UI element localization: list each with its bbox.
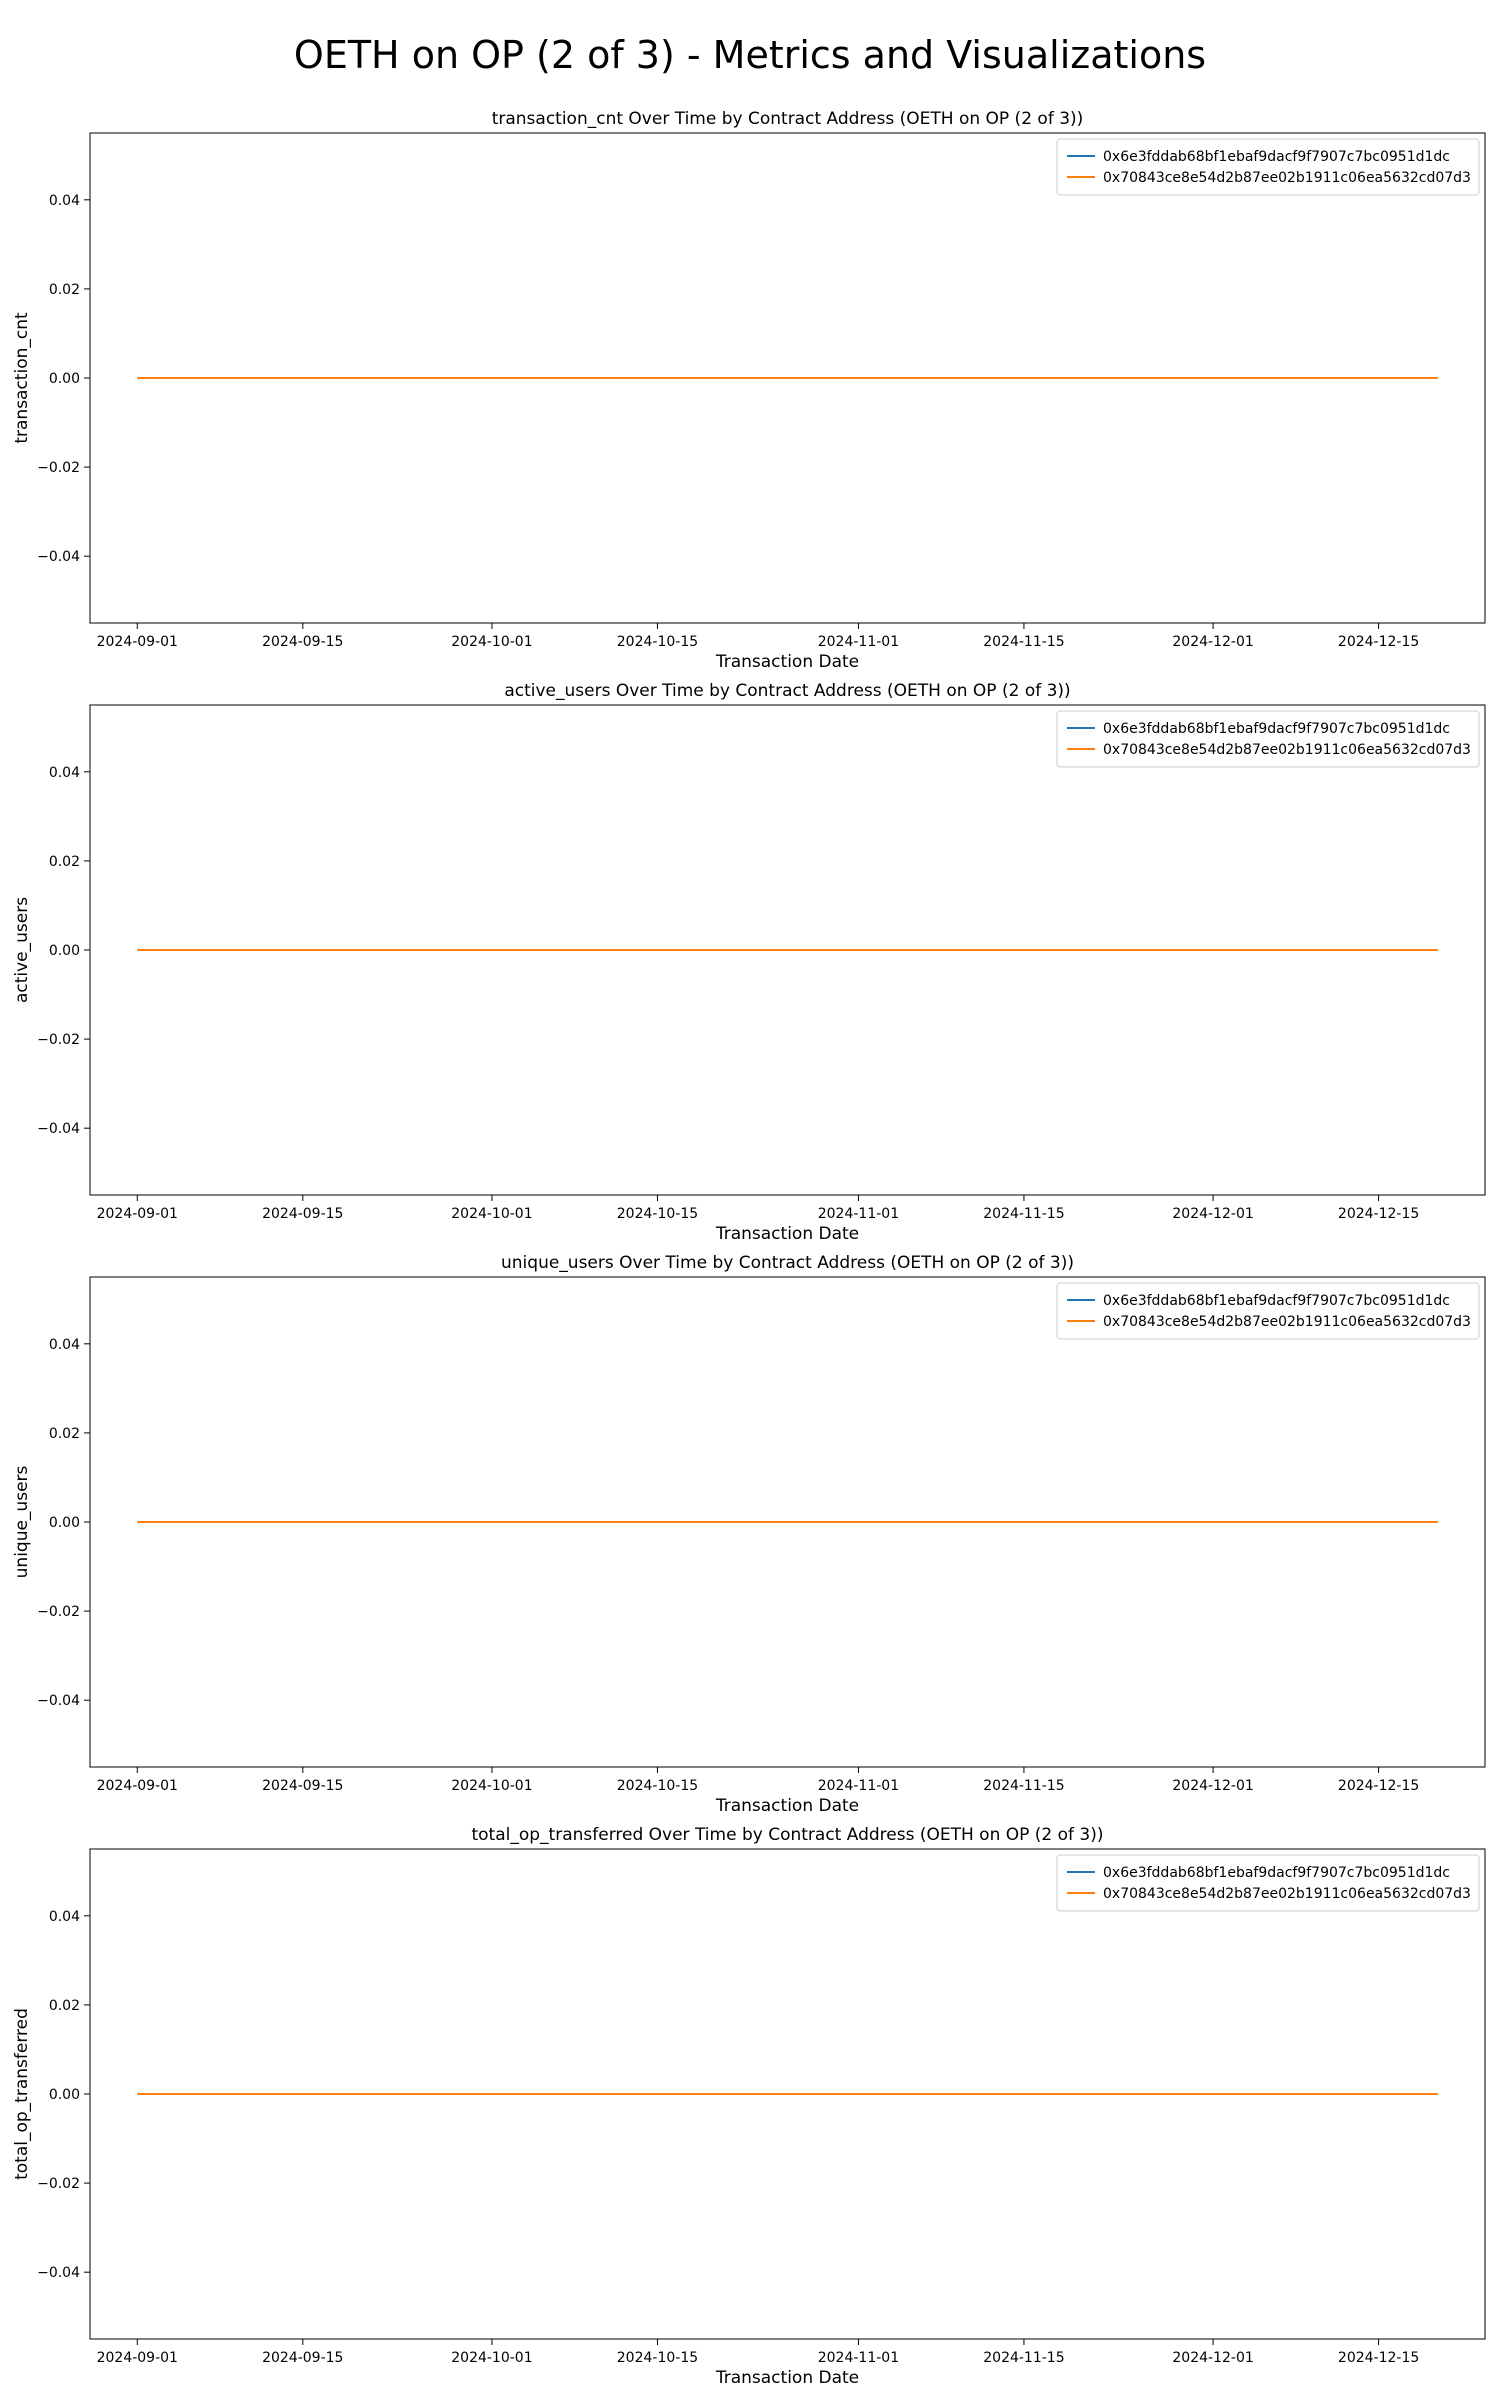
x-tick-label: 2024-11-15: [983, 2350, 1064, 2366]
chart-title: unique_users Over Time by Contract Addre…: [501, 1253, 1074, 1273]
legend-entry-label: 0x6e3fddab68bf1ebaf9dacf9f7907c7bc0951d1…: [1103, 721, 1450, 737]
y-tick-label: 0.04: [49, 1337, 80, 1353]
legend-entry-label: 0x70843ce8e54d2b87ee02b1911c06ea5632cd07…: [1103, 742, 1471, 758]
y-axis-label: total_op_transferred: [12, 2008, 32, 2180]
chart-panel-3: unique_users Over Time by Contract Addre…: [12, 1253, 1486, 1816]
x-tick-label: 2024-09-01: [97, 1206, 178, 1222]
y-tick-label: −0.02: [37, 460, 80, 476]
legend-entry-label: 0x70843ce8e54d2b87ee02b1911c06ea5632cd07…: [1103, 1314, 1471, 1330]
y-tick-label: 0.02: [49, 854, 80, 870]
chart-panel-2: active_users Over Time by Contract Addre…: [12, 681, 1486, 1244]
x-tick-label: 2024-11-01: [818, 1206, 899, 1222]
y-tick-label: 0.04: [49, 1909, 80, 1925]
x-axis-label: Transaction Date: [715, 1224, 859, 1244]
chart-title: transaction_cnt Over Time by Contract Ad…: [492, 109, 1084, 129]
x-tick-label: 2024-10-01: [451, 634, 532, 650]
y-tick-label: 0.04: [49, 765, 80, 781]
x-tick-label: 2024-12-01: [1172, 1778, 1253, 1794]
x-tick-label: 2024-09-15: [262, 1206, 343, 1222]
legend-box: [1056, 1282, 1480, 1340]
y-tick-label: 0.00: [49, 1515, 80, 1531]
legend-box: [1056, 1854, 1480, 1912]
y-axis-label: unique_users: [12, 1465, 32, 1578]
x-tick-label: 2024-10-15: [617, 1206, 698, 1222]
y-tick-label: 0.02: [49, 282, 80, 298]
x-tick-label: 2024-12-15: [1338, 2350, 1419, 2366]
y-axis-label: active_users: [12, 897, 32, 1003]
y-tick-label: 0.04: [49, 193, 80, 209]
x-axis-label: Transaction Date: [715, 652, 859, 672]
y-tick-label: 0.02: [49, 1426, 80, 1442]
chart-panel-1: transaction_cnt Over Time by Contract Ad…: [12, 109, 1486, 672]
x-tick-label: 2024-09-15: [262, 1778, 343, 1794]
y-axis-label: transaction_cnt: [12, 312, 32, 444]
y-tick-label: 0.00: [49, 943, 80, 959]
x-tick-label: 2024-12-01: [1172, 634, 1253, 650]
x-tick-label: 2024-10-01: [451, 1778, 532, 1794]
chart-title: active_users Over Time by Contract Addre…: [504, 681, 1070, 701]
x-tick-label: 2024-09-01: [97, 634, 178, 650]
legend-entry-label: 0x6e3fddab68bf1ebaf9dacf9f7907c7bc0951d1…: [1103, 149, 1450, 165]
y-tick-label: −0.02: [37, 1032, 80, 1048]
x-tick-label: 2024-10-15: [617, 2350, 698, 2366]
x-tick-label: 2024-09-15: [262, 2350, 343, 2366]
x-tick-label: 2024-10-15: [617, 1778, 698, 1794]
y-tick-label: −0.04: [37, 2265, 80, 2281]
x-tick-label: 2024-12-01: [1172, 2350, 1253, 2366]
x-tick-label: 2024-09-15: [262, 634, 343, 650]
y-tick-label: 0.02: [49, 1998, 80, 2014]
y-tick-label: −0.02: [37, 1604, 80, 1620]
y-tick-label: −0.04: [37, 549, 80, 565]
x-tick-label: 2024-12-01: [1172, 1206, 1253, 1222]
x-tick-label: 2024-11-01: [818, 1778, 899, 1794]
x-tick-label: 2024-11-15: [983, 1206, 1064, 1222]
x-tick-label: 2024-11-15: [983, 1778, 1064, 1794]
x-tick-label: 2024-11-15: [983, 634, 1064, 650]
x-tick-label: 2024-11-01: [818, 2350, 899, 2366]
y-tick-label: 0.00: [49, 2087, 80, 2103]
legend-entry-label: 0x6e3fddab68bf1ebaf9dacf9f7907c7bc0951d1…: [1103, 1865, 1450, 1881]
y-tick-label: −0.02: [37, 2176, 80, 2192]
chart-panel-4: total_op_transferred Over Time by Contra…: [12, 1825, 1486, 2388]
legend-entry-label: 0x70843ce8e54d2b87ee02b1911c06ea5632cd07…: [1103, 170, 1471, 186]
figure-title: OETH on OP (2 of 3) - Metrics and Visual…: [293, 33, 1207, 77]
x-axis-label: Transaction Date: [715, 1796, 859, 1816]
x-tick-label: 2024-09-01: [97, 2350, 178, 2366]
x-tick-label: 2024-09-01: [97, 1778, 178, 1794]
y-tick-label: −0.04: [37, 1693, 80, 1709]
legend-box: [1056, 138, 1480, 196]
y-tick-label: 0.00: [49, 371, 80, 387]
x-tick-label: 2024-10-01: [451, 1206, 532, 1222]
x-tick-label: 2024-12-15: [1338, 1206, 1419, 1222]
legend-entry-label: 0x70843ce8e54d2b87ee02b1911c06ea5632cd07…: [1103, 1886, 1471, 1902]
chart-title: total_op_transferred Over Time by Contra…: [471, 1825, 1103, 1845]
x-tick-label: 2024-12-15: [1338, 1778, 1419, 1794]
y-tick-label: −0.04: [37, 1121, 80, 1137]
x-axis-label: Transaction Date: [715, 2368, 859, 2388]
legend-entry-label: 0x6e3fddab68bf1ebaf9dacf9f7907c7bc0951d1…: [1103, 1293, 1450, 1309]
x-tick-label: 2024-12-15: [1338, 634, 1419, 650]
legend-box: [1056, 710, 1480, 768]
x-tick-label: 2024-10-15: [617, 634, 698, 650]
x-tick-label: 2024-10-01: [451, 2350, 532, 2366]
x-tick-label: 2024-11-01: [818, 634, 899, 650]
